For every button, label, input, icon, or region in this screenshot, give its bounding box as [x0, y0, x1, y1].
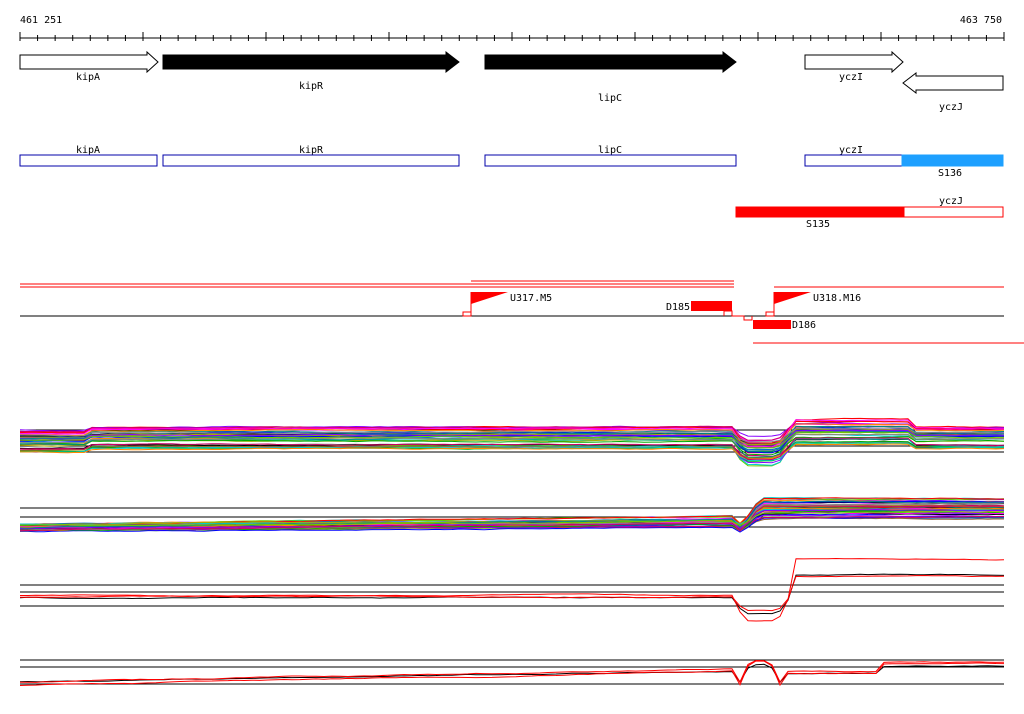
gene-arrow-yczI[interactable]: [804, 50, 904, 74]
panel4-trace: [19, 659, 1005, 684]
segment-S136[interactable]: [901, 154, 1004, 167]
panel1-trace: [20, 420, 1004, 441]
panel1-trace: [19, 443, 1005, 460]
panel2-trace: [19, 500, 1004, 529]
segment-label-yczJ: yczJ: [939, 196, 963, 207]
gene-box-label-yczI: yczI: [839, 145, 863, 156]
panel4-trace: [19, 660, 1005, 687]
gene-box-kipR[interactable]: [162, 154, 460, 167]
panel1-trace: [19, 427, 1005, 443]
ruler-start-label: 461 251: [20, 15, 62, 26]
block-D185[interactable]: [691, 301, 732, 311]
gene-box-label-lipC: lipC: [598, 145, 622, 156]
gene-arrow-kipA[interactable]: [19, 50, 159, 74]
segment-yczJ[interactable]: [903, 206, 1004, 218]
connector-D185: [723, 310, 753, 321]
panel2-trace: [19, 510, 1005, 527]
expression-panel-4: [19, 659, 1005, 687]
coordinate-ruler: 461 251 463 750: [19, 15, 1005, 41]
gene-arrow-yczJ[interactable]: [902, 71, 1004, 95]
segment-label-S135: S135: [806, 219, 830, 230]
panel1-trace: [20, 437, 1005, 461]
panel1-trace: [19, 419, 1004, 448]
panel1-trace: [19, 429, 1005, 449]
expression-panel-1: [19, 417, 1005, 467]
feature-label-D185: D185: [666, 302, 690, 313]
gene-arrow-lipC[interactable]: [484, 50, 737, 74]
panel1-trace: [19, 431, 1005, 449]
panel3-trace: [20, 574, 1005, 612]
panel3-trace: [20, 557, 1005, 622]
gene-box-yczI[interactable]: [804, 154, 903, 167]
gene-arrow-track: kipA kipR lipC yczI yczJ: [19, 50, 1004, 113]
panel1-trace: [19, 433, 1004, 452]
feature-track: U317.M5 U318.M16 D185 D186: [20, 280, 1024, 344]
segment-track: yczJ S135: [735, 196, 1004, 230]
gene-box-label-kipR: kipR: [299, 145, 324, 156]
panel2-trace: [20, 515, 1005, 533]
panel3-trace: [19, 573, 1005, 615]
gene-label-yczI: yczI: [839, 72, 863, 83]
block-D186[interactable]: [753, 320, 791, 329]
ruler-ticks: [19, 32, 1005, 41]
flag-U318.M16[interactable]: [774, 292, 811, 304]
flag-base-U318: [765, 311, 775, 317]
feature-label-U318.M16: U318.M16: [813, 293, 861, 304]
panel1-trace: [19, 423, 1005, 445]
expression-panel-2: [19, 497, 1005, 533]
expression-panel-3: [19, 557, 1005, 622]
gene-box-label-kipA: kipA: [76, 145, 100, 156]
panel2-trace: [19, 505, 1005, 532]
flag-U317.M5[interactable]: [471, 292, 508, 304]
flag-base-U317: [462, 311, 472, 317]
gene-box-lipC[interactable]: [484, 154, 737, 167]
feature-label-U317.M5: U317.M5: [510, 293, 552, 304]
gene-arrow-kipR[interactable]: [162, 50, 460, 74]
gene-label-kipA: kipA: [76, 72, 100, 83]
gene-label-yczJ: yczJ: [939, 102, 963, 113]
segment-S135[interactable]: [735, 206, 905, 218]
panel2-trace: [19, 502, 1005, 532]
gene-label-kipR: kipR: [299, 81, 324, 92]
panel1-trace: [19, 436, 1005, 453]
gene-box-kipA[interactable]: [19, 154, 158, 167]
gene-box-track: kipA kipR lipC yczI S136: [19, 145, 1004, 179]
gene-label-lipC: lipC: [598, 93, 622, 104]
feature-label-D186: D186: [792, 320, 816, 331]
segment-label-S136: S136: [938, 168, 962, 179]
ruler-end-label: 463 750: [960, 15, 1002, 26]
panel1-trace: [19, 442, 1005, 461]
